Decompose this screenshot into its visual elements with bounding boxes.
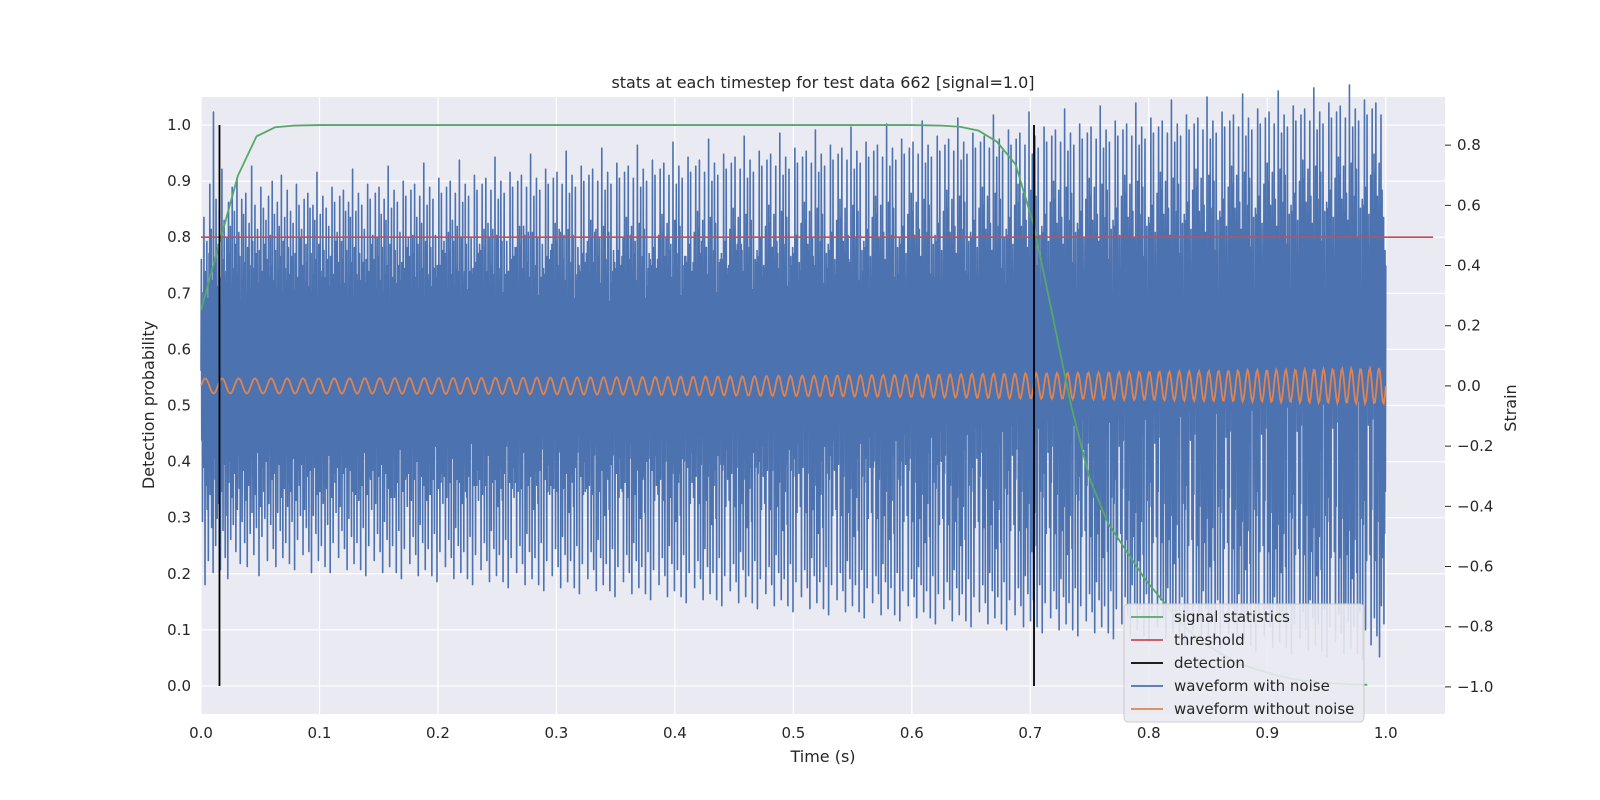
x-tick-label: 1.0 [1374,724,1398,742]
y2-tick-label: 0.2 [1457,317,1481,335]
x-tick-label: 0.6 [900,724,924,742]
legend: signal statistics threshold detection wa… [1123,603,1365,723]
series-waveform-with-noise [200,84,1387,661]
x-tick-label: 0.7 [1018,724,1042,742]
y-tick-label: 0.9 [167,172,191,190]
legend-label-signal-statistics: signal statistics [1174,608,1290,626]
legend-label-detection: detection [1174,654,1245,672]
y2-tick-label: −0.4 [1457,497,1493,515]
axes: 0.0 0.1 0.2 0.3 0.4 0.5 0.6 0.7 0.8 0.9 1.0 0.0 0.1 0… [167,116,1493,742]
y2-axis-label: Strain [1501,384,1520,431]
legend-box [1123,603,1365,723]
x-tick-label: 0.8 [1137,724,1161,742]
series-waveform-without-noise [200,365,1387,407]
y-tick-label: 0.2 [167,565,191,583]
y-tick-label: 0.7 [167,284,191,302]
x-tick-label: 0.0 [189,724,213,742]
y-tick-label: 0.5 [167,397,191,415]
y2-tick-label: 0.6 [1457,196,1481,214]
y2-tick-label: −0.2 [1457,437,1493,455]
y2-tick-label: 0.4 [1457,257,1481,275]
x-tick-label: 0.3 [544,724,568,742]
y-tick-label: 0.0 [167,677,191,695]
y2-tick-label: −1.0 [1457,678,1493,696]
y-tick-label: 1.0 [167,116,191,134]
y-tick-label: 0.3 [167,509,191,527]
legend-label-waveform-with-noise: waveform with noise [1174,677,1330,695]
y2-tick-label: 0.8 [1457,136,1481,154]
x-axis-label: Time (s) [789,747,855,766]
y-tick-label: 0.1 [167,621,191,639]
x-tick-label: 0.5 [781,724,805,742]
y2-tick-label: 0.0 [1457,377,1481,395]
x-tick-label: 0.1 [308,724,332,742]
legend-label-waveform-without-noise: waveform without noise [1174,700,1354,718]
y-tick-label: 0.6 [167,340,191,358]
y-tick-label: 0.8 [167,228,191,246]
x-tick-label: 0.2 [426,724,450,742]
y2-tick-label: −0.6 [1457,558,1493,576]
x-tick-label: 0.4 [663,724,687,742]
chart-title: stats at each timestep for test data 662… [611,73,1034,92]
legend-label-threshold: threshold [1174,631,1245,649]
y-tick-label: 0.4 [167,453,191,471]
x-tick-label: 0.9 [1255,724,1279,742]
y2-tick-label: −0.8 [1457,618,1493,636]
y-axis-label: Detection probability [139,321,158,489]
